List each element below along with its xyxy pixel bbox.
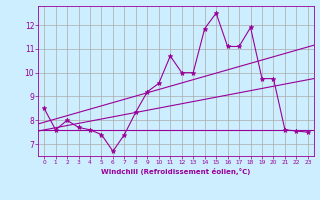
X-axis label: Windchill (Refroidissement éolien,°C): Windchill (Refroidissement éolien,°C) xyxy=(101,168,251,175)
